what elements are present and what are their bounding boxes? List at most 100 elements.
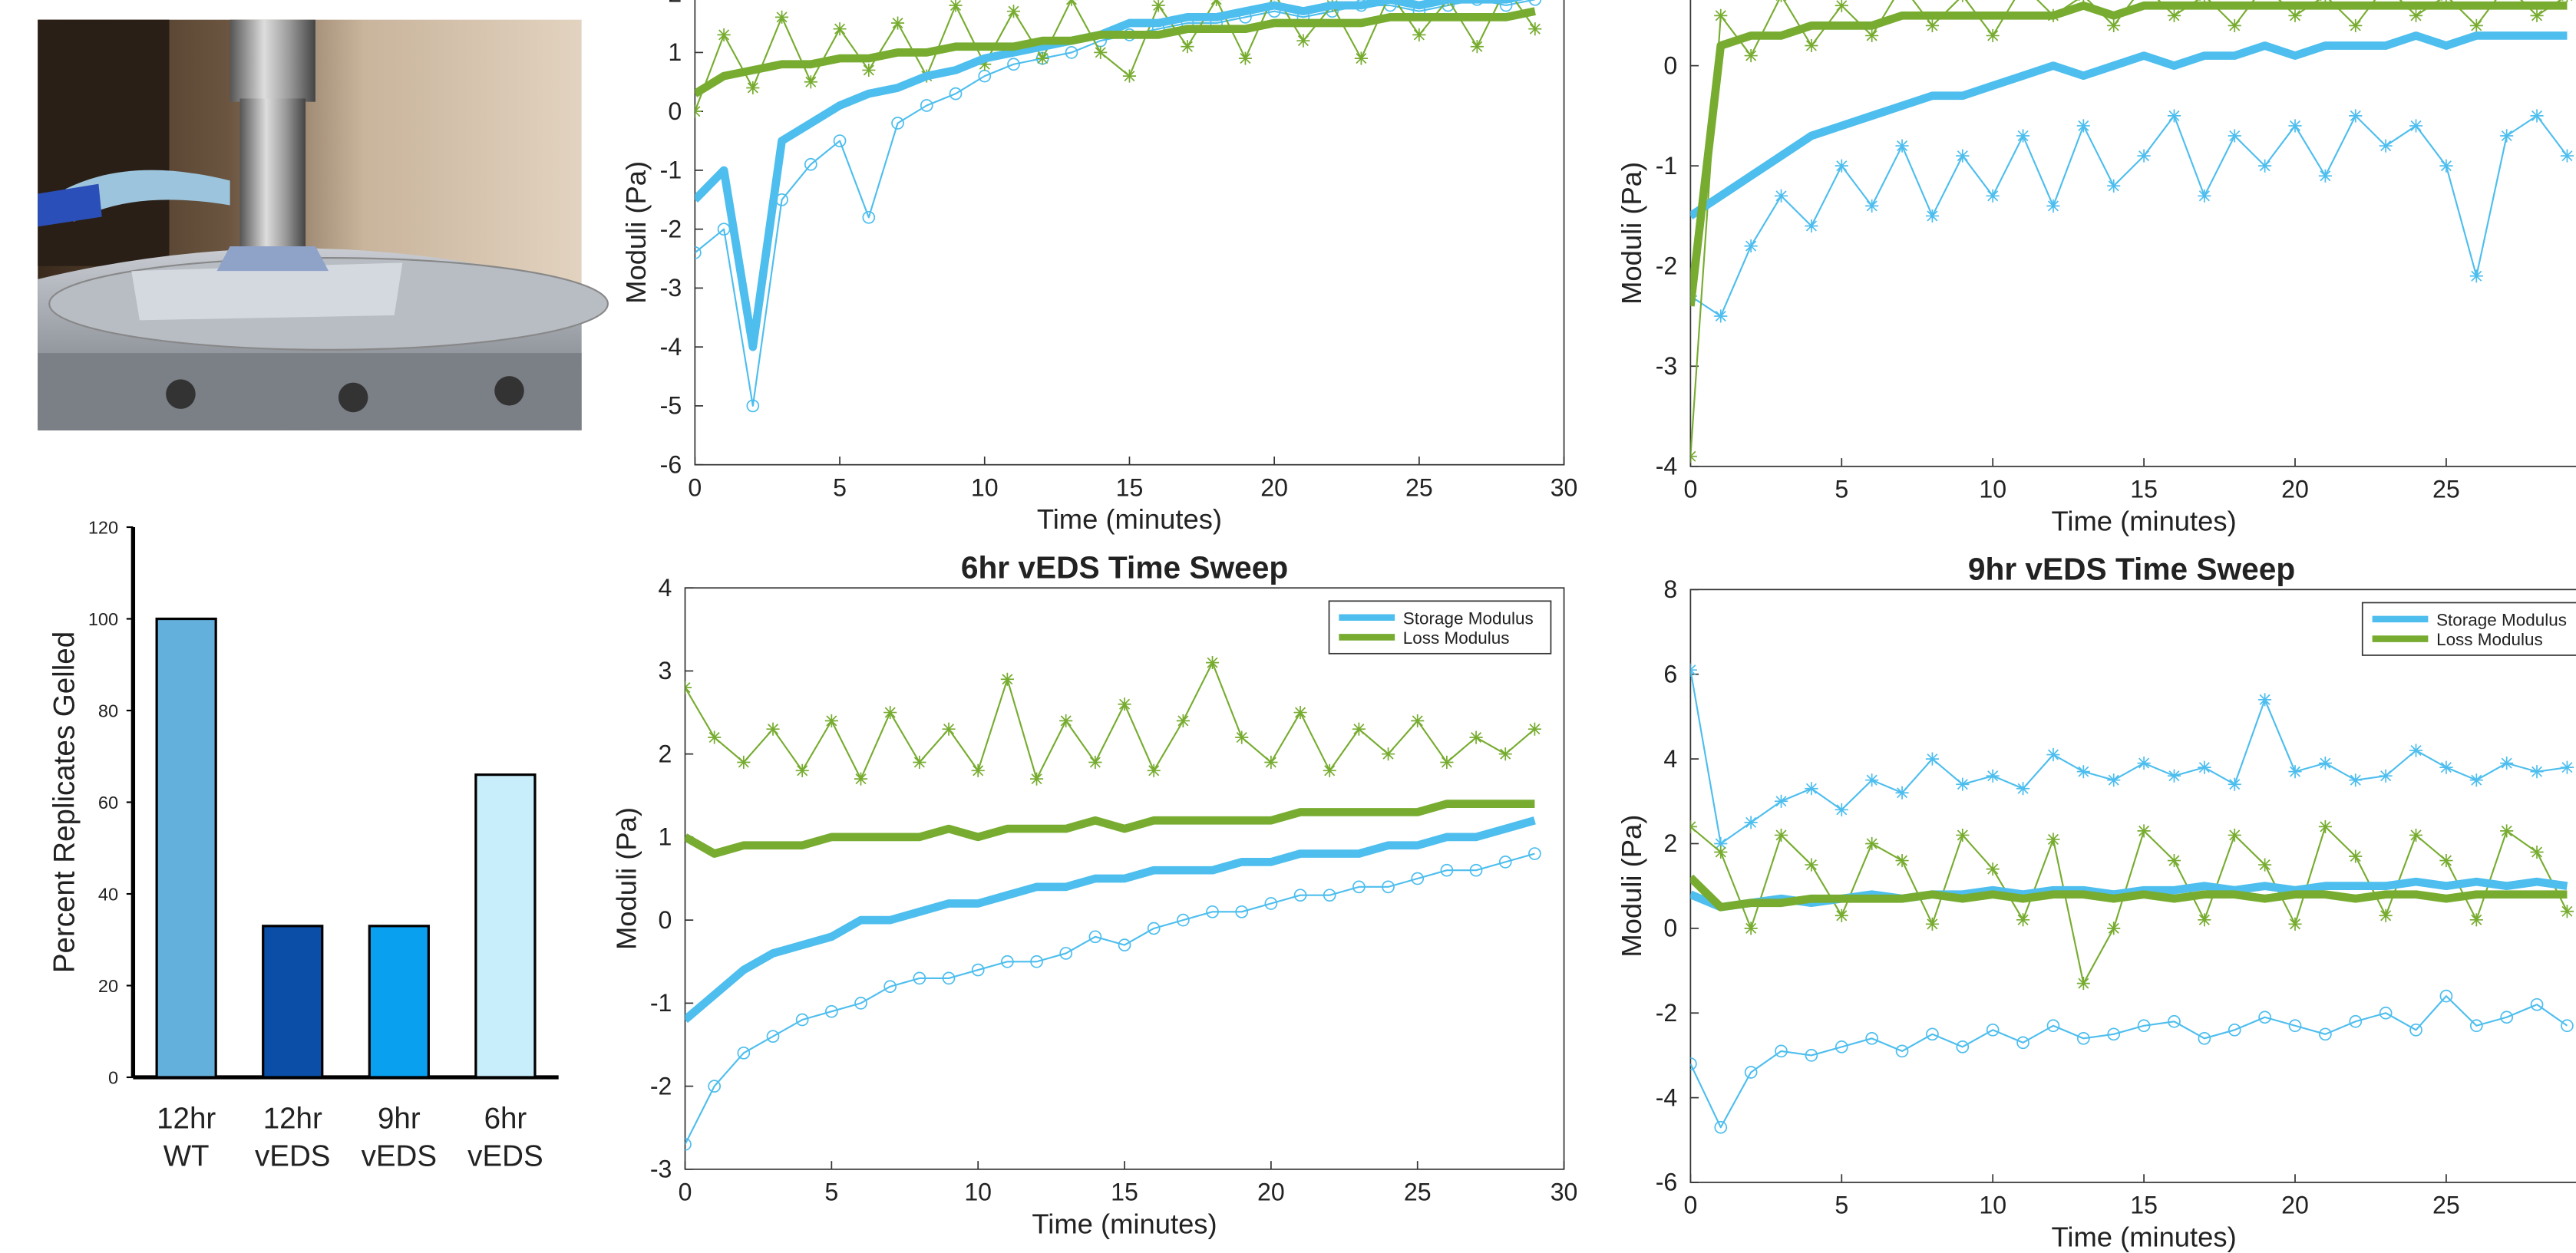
- marker: [1865, 773, 1879, 787]
- marker: [2168, 1014, 2181, 1028]
- marker: [1865, 1031, 1879, 1045]
- marker: [2560, 760, 2574, 774]
- marker: [2349, 109, 2363, 123]
- marker: [1690, 819, 1697, 833]
- marker: [971, 763, 985, 777]
- marker: [2561, 1019, 2574, 1033]
- marker: [1323, 763, 1336, 777]
- marker: [2530, 8, 2544, 22]
- y-tick-label: -4: [660, 333, 682, 361]
- marker: [1035, 51, 1049, 65]
- y-tick-label: -1: [660, 157, 682, 184]
- marker: [1499, 0, 1513, 12]
- plot-area: [1689, 0, 2576, 467]
- marker: [737, 755, 751, 770]
- marker: [2439, 853, 2453, 868]
- marker: [1006, 5, 1021, 18]
- marker: [2560, 149, 2574, 163]
- marker: [2379, 908, 2393, 922]
- marker: [746, 399, 760, 413]
- y-tick-label: 2: [1663, 829, 1677, 857]
- marker: [2349, 18, 2363, 32]
- marker: [2439, 989, 2453, 1003]
- marker: [795, 763, 809, 777]
- x-tick-label: 15: [2130, 475, 2158, 503]
- marker: [1147, 922, 1161, 935]
- x-tick-label: 0: [1683, 475, 1697, 503]
- marker: [1805, 1049, 1818, 1062]
- marker: [883, 980, 897, 994]
- marker: [1293, 889, 1307, 902]
- legend-label: Loss Modulus: [1403, 628, 1510, 648]
- marker: [2409, 828, 2423, 842]
- marker: [2167, 853, 2181, 868]
- chart-title: 6hr vEDS Time Sweep: [961, 549, 1288, 585]
- y-tick-label: -4: [1656, 453, 1678, 480]
- marker: [1264, 897, 1278, 910]
- marker: [695, 246, 702, 259]
- x-tick-label: 20: [2281, 1192, 2309, 1219]
- marker: [862, 210, 876, 224]
- marker: [804, 157, 817, 171]
- marker: [1206, 905, 1219, 918]
- y-axis-label: Percent Replicates Gelled: [48, 631, 81, 973]
- marker: [2500, 129, 2514, 143]
- marker: [2288, 917, 2302, 931]
- marker: [1956, 828, 1970, 842]
- marker: [1690, 450, 1697, 463]
- marker: [1498, 747, 1512, 761]
- marker: [1925, 209, 1939, 223]
- marker: [1059, 714, 1073, 727]
- marker: [1151, 0, 1165, 12]
- marker: [2288, 8, 2302, 22]
- marker: [1498, 856, 1512, 869]
- x-tick-label: 20: [1257, 1179, 1285, 1206]
- marker: [1865, 836, 1879, 851]
- marker: [2469, 913, 2483, 927]
- marker: [1690, 1057, 1697, 1070]
- x-tick-label: 10: [1979, 475, 2006, 503]
- marker: [2016, 129, 2030, 143]
- series-line: [1690, 114, 2568, 318]
- marker: [1323, 889, 1336, 902]
- y-axis-label: Moduli (Pa): [1616, 815, 1647, 958]
- x-tick-label: 0: [679, 1179, 692, 1206]
- marker: [1471, 0, 1484, 6]
- y-tick-label: -3: [660, 274, 682, 302]
- y-tick-label: 6: [1663, 660, 1677, 688]
- series-line: [1690, 0, 2562, 457]
- marker: [1352, 722, 1366, 736]
- marker: [2379, 1006, 2393, 1020]
- marker: [2409, 744, 2423, 757]
- marker: [1986, 1023, 2000, 1037]
- legend-label: Loss Modulus: [2436, 630, 2543, 649]
- marker: [1001, 955, 1014, 968]
- marker: [2409, 1023, 2422, 1037]
- marker: [1238, 51, 1252, 65]
- x-tick-label: 0: [1683, 1192, 1697, 1219]
- x-tick-label: 25: [1405, 473, 1433, 501]
- marker: [1205, 656, 1220, 670]
- y-tick-label: 4: [1663, 745, 1677, 773]
- y-tick-label: 2: [668, 0, 682, 7]
- marker: [775, 10, 789, 24]
- marker: [1805, 219, 1818, 233]
- marker: [717, 28, 731, 41]
- marker: [1835, 803, 1848, 816]
- legend-box: [2361, 602, 2576, 656]
- y-tick-label: -3: [650, 1156, 672, 1183]
- marker: [1925, 752, 1939, 766]
- marker: [746, 81, 760, 95]
- marker: [2107, 773, 2121, 787]
- x-axis-label: Time (minutes): [1032, 1208, 1217, 1239]
- marker: [2318, 819, 2332, 833]
- series-line: [685, 661, 1536, 780]
- marker: [1528, 0, 1542, 6]
- marker: [2530, 997, 2544, 1011]
- marker: [685, 1138, 692, 1151]
- y-tick-label: 40: [98, 885, 118, 905]
- y-tick-label: 80: [98, 701, 118, 721]
- series-line: [1690, 874, 2568, 912]
- marker: [2258, 1011, 2271, 1024]
- series-line: [1690, 670, 2568, 845]
